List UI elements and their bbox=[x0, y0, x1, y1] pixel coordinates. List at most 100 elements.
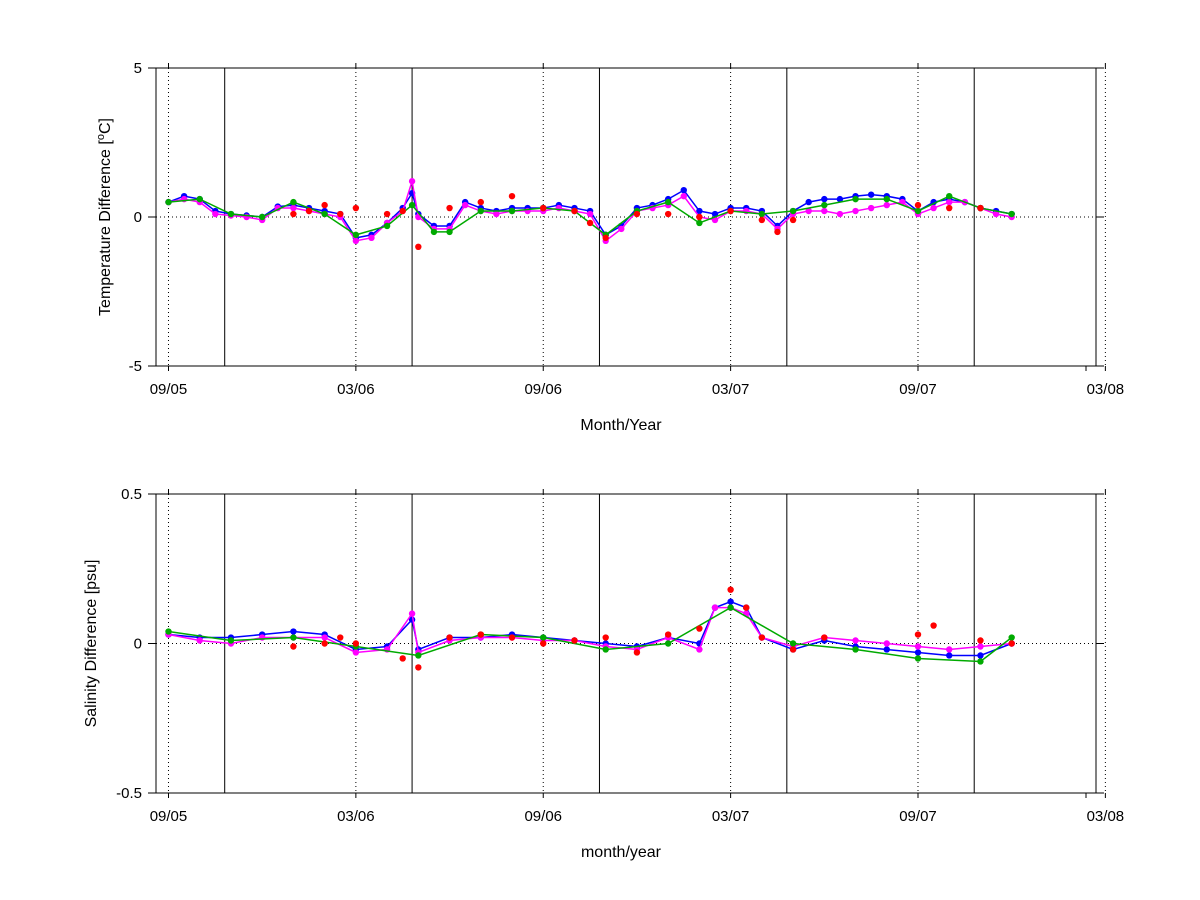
data-point bbox=[914, 201, 922, 209]
data-point bbox=[477, 198, 484, 206]
data-point bbox=[477, 207, 484, 215]
y-axis-label-superscript: o bbox=[95, 134, 107, 140]
data-point bbox=[789, 640, 797, 647]
y-axis-label: Salinity Difference [psu] bbox=[83, 560, 100, 728]
y-axis-label-main: Temperature Difference [ bbox=[97, 140, 114, 316]
data-point bbox=[946, 204, 953, 212]
data-point bbox=[821, 195, 828, 203]
data-point bbox=[305, 207, 313, 215]
data-point bbox=[946, 192, 953, 200]
x-tick-label: 09/06 bbox=[524, 381, 562, 398]
data-point bbox=[446, 634, 453, 641]
data-point bbox=[680, 186, 687, 194]
data-point bbox=[321, 201, 328, 209]
data-point bbox=[415, 664, 422, 671]
data-point bbox=[165, 198, 172, 206]
data-point bbox=[508, 192, 516, 200]
data-point bbox=[914, 631, 922, 638]
data-point bbox=[477, 631, 484, 638]
data-point bbox=[446, 204, 453, 212]
data-point bbox=[836, 195, 844, 203]
data-point bbox=[758, 210, 766, 218]
data-point bbox=[1008, 640, 1015, 647]
series-3 bbox=[290, 192, 984, 250]
x-tick-label: 03/06 bbox=[337, 808, 375, 825]
data-point bbox=[290, 210, 297, 218]
data-point bbox=[586, 210, 594, 218]
data-point bbox=[821, 201, 828, 209]
data-point bbox=[805, 207, 812, 215]
data-point bbox=[290, 204, 297, 212]
series-3 bbox=[290, 586, 1015, 671]
data-point bbox=[165, 628, 172, 635]
data-point bbox=[883, 195, 890, 203]
data-point bbox=[602, 634, 609, 641]
data-point bbox=[977, 652, 984, 659]
data-point bbox=[977, 643, 984, 650]
data-point bbox=[368, 234, 375, 242]
x-tick-label: 09/05 bbox=[150, 381, 188, 398]
data-point bbox=[321, 634, 328, 641]
data-point bbox=[415, 652, 422, 659]
data-point bbox=[977, 658, 984, 665]
data-point bbox=[914, 643, 922, 650]
x-axis-label: month/year bbox=[581, 844, 662, 861]
data-point bbox=[852, 195, 859, 203]
data-point bbox=[696, 207, 703, 215]
data-point bbox=[408, 178, 416, 185]
data-point bbox=[540, 640, 547, 647]
data-point bbox=[696, 213, 703, 221]
data-point bbox=[540, 634, 547, 641]
data-point bbox=[383, 210, 391, 218]
data-point bbox=[586, 219, 594, 227]
data-point bbox=[977, 637, 984, 644]
data-point bbox=[1008, 210, 1015, 218]
x-tick-label: 03/07 bbox=[712, 808, 750, 825]
x-axis-label: Month/Year bbox=[580, 417, 662, 434]
data-point bbox=[408, 201, 416, 209]
data-point bbox=[602, 234, 609, 242]
data-point bbox=[408, 610, 416, 617]
data-point bbox=[508, 634, 516, 641]
data-point bbox=[337, 634, 344, 641]
data-point bbox=[290, 198, 297, 206]
data-point bbox=[290, 643, 297, 650]
data-point bbox=[633, 210, 641, 218]
y-tick-label: 5 bbox=[134, 60, 142, 77]
x-tick-label: 03/08 bbox=[1087, 808, 1125, 825]
data-point bbox=[633, 649, 641, 656]
data-point bbox=[540, 204, 547, 212]
data-point bbox=[789, 207, 797, 215]
data-point bbox=[352, 231, 360, 239]
data-point bbox=[883, 640, 890, 647]
data-point bbox=[352, 640, 360, 647]
x-tick-label: 03/08 bbox=[1087, 381, 1125, 398]
data-point bbox=[571, 207, 578, 215]
x-tick-label: 09/07 bbox=[899, 381, 937, 398]
data-point bbox=[727, 207, 734, 215]
x-tick-label: 03/06 bbox=[337, 381, 375, 398]
series-0 bbox=[165, 598, 1015, 659]
x-tick-label: 09/07 bbox=[899, 808, 937, 825]
data-point bbox=[743, 604, 750, 611]
y-axis-label: Temperature Difference [oC] bbox=[95, 118, 114, 316]
data-point bbox=[852, 637, 859, 644]
data-point bbox=[664, 631, 672, 638]
data-point bbox=[946, 646, 953, 653]
y-tick-label: -0.5 bbox=[116, 785, 142, 802]
y-axis-label-unit: C] bbox=[97, 118, 114, 134]
data-point bbox=[852, 207, 859, 215]
data-point bbox=[664, 210, 672, 218]
data-point bbox=[946, 198, 953, 206]
data-point bbox=[196, 195, 203, 203]
data-point bbox=[789, 216, 797, 224]
salinity-difference-panel: 09/0503/0609/0603/0709/0703/0809/0803/09… bbox=[83, 486, 1125, 861]
temperature-difference-panel: 09/0503/0609/0603/0709/0703/0809/0803/09… bbox=[95, 60, 1125, 434]
series-line bbox=[168, 606, 1013, 663]
data-point bbox=[1008, 634, 1015, 641]
data-point bbox=[821, 207, 828, 215]
data-point bbox=[415, 243, 422, 250]
data-point bbox=[883, 201, 890, 209]
data-point bbox=[914, 655, 922, 662]
